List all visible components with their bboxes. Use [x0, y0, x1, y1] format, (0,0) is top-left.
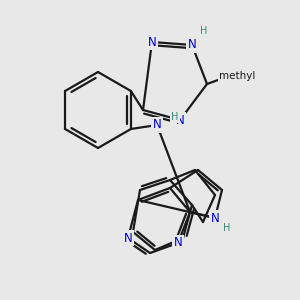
Text: N: N [153, 118, 161, 131]
Text: N: N [211, 212, 219, 224]
Text: N: N [148, 35, 156, 49]
Text: N: N [174, 236, 182, 250]
Text: N: N [124, 232, 132, 244]
Text: H: H [171, 112, 179, 122]
Text: methyl: methyl [219, 71, 255, 81]
Text: H: H [223, 223, 231, 233]
Text: H: H [200, 26, 208, 36]
Text: N: N [188, 38, 196, 52]
Text: N: N [176, 113, 184, 127]
